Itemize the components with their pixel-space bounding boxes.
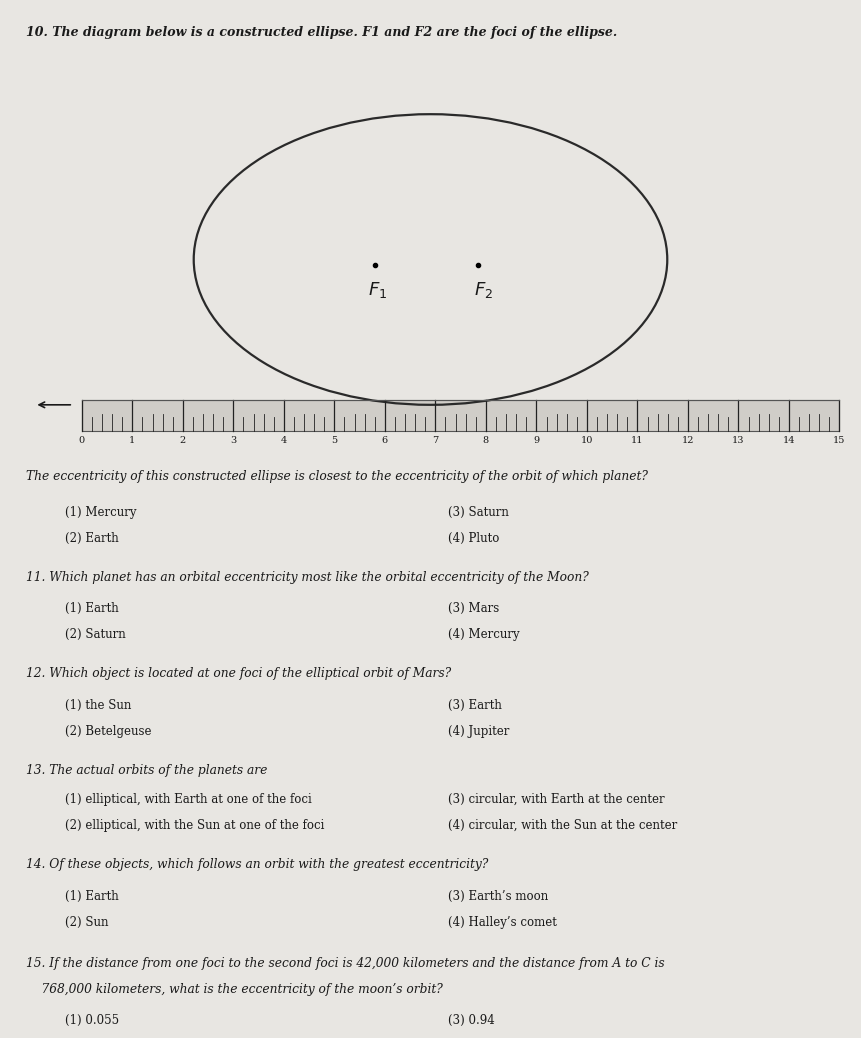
Text: 8: 8	[483, 436, 489, 445]
Text: (3) Earth: (3) Earth	[448, 699, 502, 712]
Text: 3: 3	[230, 436, 237, 445]
Text: 4: 4	[281, 436, 287, 445]
Text: 13. The actual orbits of the planets are: 13. The actual orbits of the planets are	[26, 764, 267, 777]
Text: (4) Jupiter: (4) Jupiter	[448, 725, 509, 738]
Text: (1) Earth: (1) Earth	[65, 890, 118, 903]
Text: 768,000 kilometers, what is the eccentricity of the moon’s orbit?: 768,000 kilometers, what is the eccentri…	[26, 983, 443, 996]
Text: (2) Betelgeuse: (2) Betelgeuse	[65, 725, 151, 738]
Text: $\mathit{F}_1$: $\mathit{F}_1$	[368, 280, 387, 300]
Text: 12: 12	[682, 436, 694, 445]
Text: (2) Earth: (2) Earth	[65, 531, 118, 545]
Text: 6: 6	[381, 436, 388, 445]
Text: 0: 0	[78, 436, 85, 445]
Text: 14: 14	[783, 436, 796, 445]
Text: (1) Mercury: (1) Mercury	[65, 506, 136, 519]
Text: (4) circular, with the Sun at the center: (4) circular, with the Sun at the center	[448, 819, 677, 832]
Text: 15: 15	[833, 436, 846, 445]
Text: 14. Of these objects, which follows an orbit with the greatest eccentricity?: 14. Of these objects, which follows an o…	[26, 858, 488, 872]
Text: 15. If the distance from one foci to the second foci is 42,000 kilometers and th: 15. If the distance from one foci to the…	[26, 957, 665, 971]
Text: (1) Earth: (1) Earth	[65, 602, 118, 616]
Text: (4) Mercury: (4) Mercury	[448, 628, 519, 641]
Text: $\mathit{F}_2$: $\mathit{F}_2$	[474, 280, 492, 300]
Text: (3) 0.94: (3) 0.94	[448, 1014, 494, 1028]
Text: 5: 5	[331, 436, 338, 445]
Text: (1) elliptical, with Earth at one of the foci: (1) elliptical, with Earth at one of the…	[65, 793, 312, 807]
Bar	[82, 400, 839, 431]
Text: 2: 2	[180, 436, 186, 445]
Text: (2) Sun: (2) Sun	[65, 916, 108, 929]
Text: 11: 11	[631, 436, 644, 445]
Text: 11. Which planet has an orbital eccentricity most like the orbital eccentricity : 11. Which planet has an orbital eccentri…	[26, 571, 589, 584]
Text: (1) 0.055: (1) 0.055	[65, 1014, 119, 1028]
Text: (1) the Sun: (1) the Sun	[65, 699, 131, 712]
Text: 9: 9	[533, 436, 540, 445]
Text: The eccentricity of this constructed ellipse is closest to the eccentricity of t: The eccentricity of this constructed ell…	[26, 470, 647, 484]
Text: 13: 13	[732, 436, 745, 445]
Text: (3) Earth’s moon: (3) Earth’s moon	[448, 890, 548, 903]
Text: 10: 10	[580, 436, 593, 445]
Text: 12. Which object is located at one foci of the elliptical orbit of Mars?: 12. Which object is located at one foci …	[26, 667, 451, 681]
Text: (2) elliptical, with the Sun at one of the foci: (2) elliptical, with the Sun at one of t…	[65, 819, 324, 832]
Text: 1: 1	[129, 436, 135, 445]
Text: (4) Pluto: (4) Pluto	[448, 531, 499, 545]
Text: 10. The diagram below is a constructed ellipse. F1 and F2 are the foci of the el: 10. The diagram below is a constructed e…	[26, 26, 617, 39]
Text: (2) Saturn: (2) Saturn	[65, 628, 126, 641]
Text: (4) Halley’s comet: (4) Halley’s comet	[448, 916, 556, 929]
Text: 7: 7	[432, 436, 438, 445]
Text: (3) Saturn: (3) Saturn	[448, 506, 509, 519]
Text: (3) Mars: (3) Mars	[448, 602, 499, 616]
Text: (3) circular, with Earth at the center: (3) circular, with Earth at the center	[448, 793, 665, 807]
